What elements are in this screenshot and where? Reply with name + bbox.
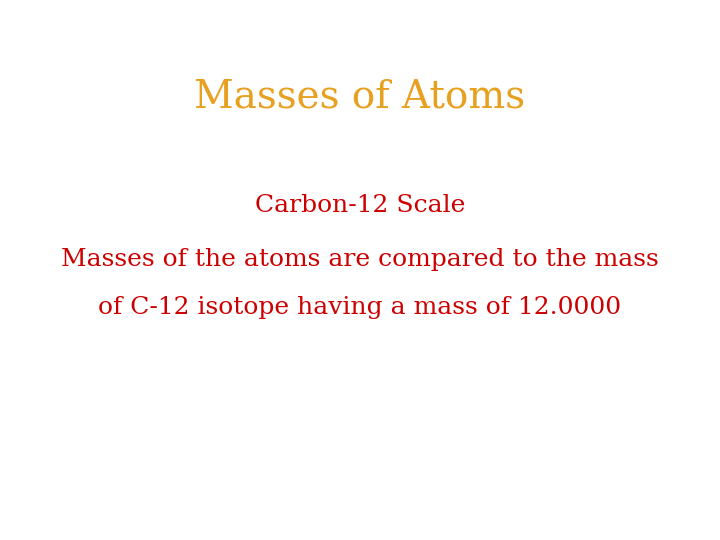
Text: Masses of Atoms: Masses of Atoms [194, 79, 526, 116]
Text: Carbon-12 Scale: Carbon-12 Scale [255, 194, 465, 217]
Text: of C-12 isotope having a mass of 12.0000: of C-12 isotope having a mass of 12.0000 [99, 296, 621, 319]
Text: Masses of the atoms are compared to the mass: Masses of the atoms are compared to the … [61, 248, 659, 271]
